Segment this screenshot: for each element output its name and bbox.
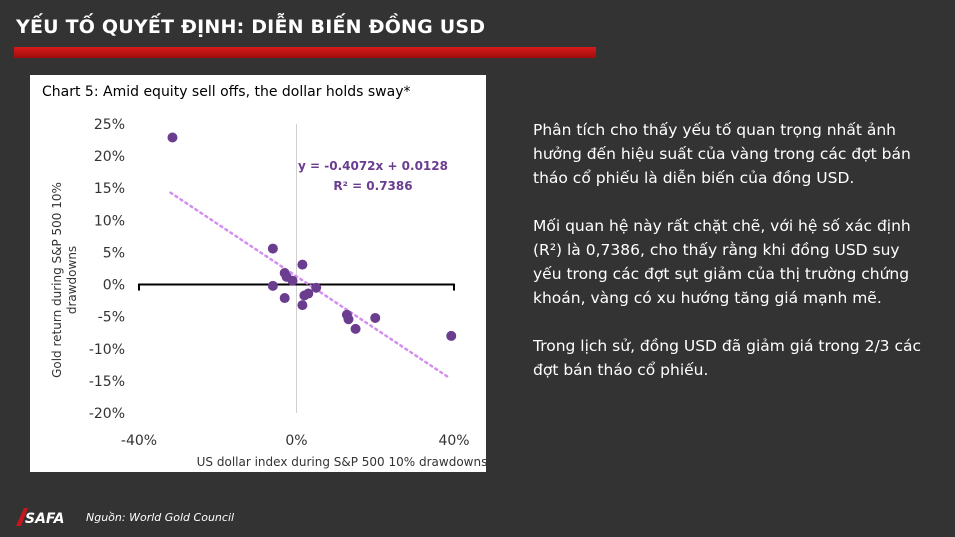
y-tick-label: -15% bbox=[89, 374, 125, 390]
scatter-chart: Chart 5: Amid equity sell offs, the doll… bbox=[42, 84, 486, 469]
chart-panel: Chart 5: Amid equity sell offs, the doll… bbox=[30, 75, 486, 472]
logo-text: SAFA bbox=[25, 511, 65, 527]
slide-title: YẾU TỐ QUYẾT ĐỊNH: DIỄN BIẾN ĐỒNG USD bbox=[16, 16, 486, 38]
safa-logo: SAFA bbox=[14, 506, 74, 528]
y-tick-label: -10% bbox=[89, 342, 125, 358]
trendline-equation: y = -0.4072x + 0.0128 bbox=[298, 159, 448, 173]
analysis-paragraph-1: Phân tích cho thấy yếu tố quan trọng nhấ… bbox=[533, 121, 911, 187]
analysis-paragraph-3: Trong lịch sử, đồng USD đã giảm giá tron… bbox=[533, 337, 921, 379]
analysis-text: Phân tích cho thấy yếu tố quan trọng nhấ… bbox=[533, 118, 933, 406]
data-point bbox=[350, 323, 361, 334]
data-point bbox=[343, 314, 354, 325]
data-point bbox=[167, 132, 178, 143]
data-point bbox=[287, 275, 298, 286]
source-note: Nguồn: World Gold Council bbox=[86, 511, 235, 524]
y-axis-label-line-2: drawdowns bbox=[65, 246, 79, 314]
data-point bbox=[297, 259, 308, 270]
analysis-paragraph-2: Mối quan hệ này rất chặt chẽ, với hệ số … bbox=[533, 217, 911, 307]
data-point bbox=[311, 282, 322, 293]
x-axis-label: US dollar index during S&P 500 10% drawd… bbox=[197, 455, 486, 469]
y-axis-label: Gold return during S&P 500 10% drawdowns bbox=[50, 182, 79, 378]
data-point bbox=[279, 293, 290, 304]
y-tick-label: 5% bbox=[103, 245, 125, 261]
title-accent-bar bbox=[14, 47, 596, 58]
chart-title: Chart 5: Amid equity sell offs, the doll… bbox=[42, 84, 410, 100]
y-tick-label: 15% bbox=[94, 181, 125, 197]
data-point bbox=[303, 288, 314, 299]
trendline-r2: R² = 0.7386 bbox=[333, 179, 412, 193]
x-tick-label: 40% bbox=[438, 433, 469, 449]
data-point bbox=[267, 280, 278, 291]
data-point bbox=[267, 243, 278, 254]
y-tick-label: 20% bbox=[94, 149, 125, 165]
y-tick-label: 25% bbox=[94, 117, 125, 133]
x-tick-label: 0% bbox=[285, 433, 307, 449]
y-tick-label: 10% bbox=[94, 213, 125, 229]
x-tick-label: -40% bbox=[121, 433, 157, 449]
data-point bbox=[297, 300, 308, 311]
data-point bbox=[370, 312, 381, 323]
y-tick-label: -5% bbox=[98, 310, 125, 326]
y-tick-label: -20% bbox=[89, 406, 125, 422]
y-axis-label-line-1: Gold return during S&P 500 10% bbox=[50, 182, 64, 378]
data-point bbox=[446, 330, 457, 341]
y-tick-label: 0% bbox=[103, 278, 125, 294]
trendline bbox=[169, 191, 450, 379]
